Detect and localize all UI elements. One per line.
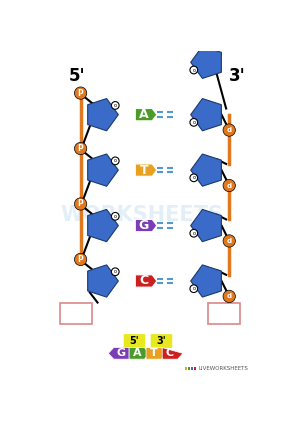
Text: C: C (139, 275, 148, 288)
Circle shape (111, 157, 119, 165)
Text: o: o (114, 103, 117, 108)
Text: P: P (78, 144, 83, 153)
Circle shape (190, 285, 198, 293)
Polygon shape (191, 154, 221, 186)
Circle shape (190, 174, 198, 181)
FancyBboxPatch shape (184, 367, 187, 370)
Polygon shape (191, 209, 221, 242)
Text: A: A (139, 108, 148, 121)
Text: o: o (192, 68, 195, 72)
Text: d: d (226, 182, 232, 189)
FancyBboxPatch shape (124, 334, 145, 348)
Text: T: T (140, 164, 148, 177)
Polygon shape (108, 348, 129, 359)
Circle shape (190, 118, 198, 126)
FancyBboxPatch shape (191, 367, 194, 370)
Text: P: P (78, 255, 83, 264)
Text: A: A (133, 349, 141, 358)
Text: d: d (226, 294, 232, 299)
Text: 5': 5' (68, 67, 85, 85)
Text: d: d (226, 127, 232, 133)
Text: o: o (192, 286, 195, 291)
Text: 5': 5' (130, 336, 139, 346)
Polygon shape (129, 348, 149, 359)
FancyBboxPatch shape (60, 302, 92, 324)
Polygon shape (191, 265, 221, 297)
Polygon shape (135, 220, 157, 232)
FancyBboxPatch shape (194, 367, 196, 370)
Polygon shape (88, 265, 118, 297)
Text: 3': 3' (229, 67, 245, 85)
Circle shape (111, 268, 119, 276)
Circle shape (223, 124, 236, 136)
Circle shape (223, 235, 236, 247)
Circle shape (190, 66, 198, 74)
Text: T: T (150, 349, 158, 358)
Polygon shape (146, 348, 166, 359)
Circle shape (74, 198, 87, 210)
Circle shape (74, 253, 87, 266)
Text: P: P (78, 88, 83, 98)
Text: o: o (192, 175, 195, 180)
Circle shape (190, 229, 198, 237)
Text: G: G (117, 349, 126, 358)
Polygon shape (135, 275, 157, 287)
Circle shape (111, 102, 119, 109)
Polygon shape (88, 99, 118, 131)
Polygon shape (191, 46, 221, 78)
Text: o: o (114, 214, 117, 219)
Text: 3': 3' (157, 336, 166, 346)
Text: C: C (166, 349, 174, 358)
Circle shape (74, 143, 87, 155)
Circle shape (223, 290, 236, 302)
Text: o: o (114, 158, 117, 163)
Text: G: G (139, 219, 149, 232)
Text: LIVEWORKSHEETS: LIVEWORKSHEETS (198, 366, 248, 371)
Polygon shape (135, 109, 157, 121)
Polygon shape (88, 154, 118, 186)
Circle shape (74, 87, 87, 99)
Circle shape (111, 212, 119, 220)
Text: o: o (192, 120, 195, 125)
Circle shape (223, 179, 236, 192)
Text: o: o (192, 231, 195, 236)
FancyBboxPatch shape (208, 302, 240, 324)
Polygon shape (135, 164, 157, 176)
Text: P: P (78, 200, 83, 209)
FancyBboxPatch shape (188, 367, 190, 370)
Polygon shape (162, 348, 183, 359)
FancyBboxPatch shape (151, 334, 172, 348)
Text: o: o (114, 269, 117, 274)
Polygon shape (191, 99, 221, 131)
Polygon shape (88, 209, 118, 242)
Text: d: d (226, 238, 232, 244)
Text: WORKSHEETS: WORKSHEETS (61, 205, 224, 225)
